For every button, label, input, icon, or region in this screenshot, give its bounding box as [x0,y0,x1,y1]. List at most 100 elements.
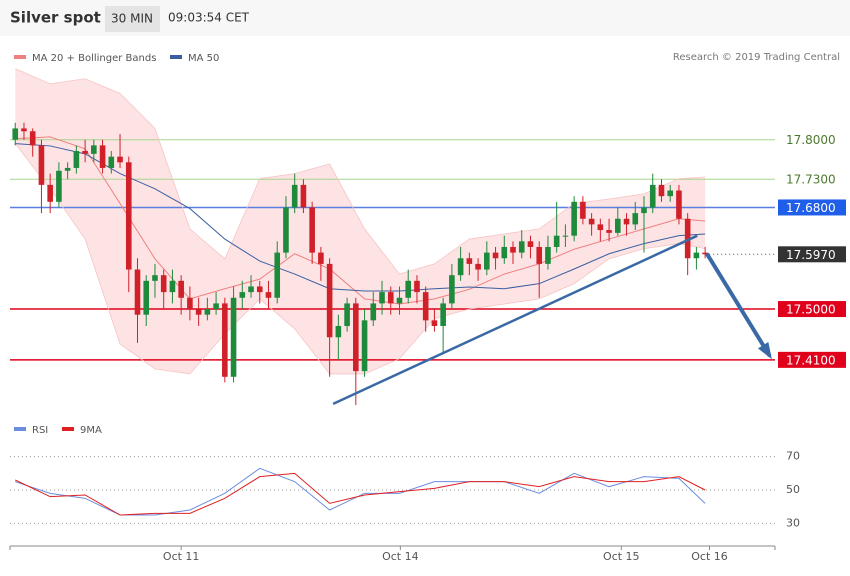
level-label: 17.7300 [786,173,836,187]
credit: Research © 2019 Trading Central [673,52,840,63]
candle-body [676,190,682,219]
rsi-line [15,467,706,516]
candle-body [152,275,158,281]
time: 09:03:54 CET [168,11,250,25]
candle-body [553,235,560,247]
forecast-arrow [705,252,772,357]
candle-body [187,297,193,310]
candle-body [545,246,551,264]
candle-body [623,218,630,225]
legend-label: RSI [32,425,48,436]
candle-body [64,167,71,171]
y-tick-label: 30 [786,516,800,529]
candle-body [204,309,211,315]
level-label: 17.5970 [786,248,836,262]
candle-body [501,246,508,259]
candle-body [449,275,455,304]
candle-body [143,280,150,315]
candle-body [431,320,438,326]
candle-body [588,218,595,225]
candle-body [222,303,228,377]
candle-body [56,170,62,202]
candle-body [492,252,499,259]
candle-body [326,263,333,338]
candle-body [91,145,97,154]
candle-body [562,235,569,237]
x-tick-label: Oct 15 [603,550,640,563]
candle-body [291,184,298,208]
band-upper [15,68,706,275]
candle-body [169,280,176,293]
candle-body [318,252,324,264]
rsi-line [15,472,706,516]
candle-body [239,292,246,298]
candle-body [440,303,446,326]
level-label: 17.6800 [786,201,836,215]
candle-body [195,309,202,315]
level-box [778,351,846,368]
level-label: 17.8000 [786,133,836,147]
candle-body [396,297,403,304]
candle-body [134,269,141,315]
candle-body [580,201,586,219]
candle-body [571,201,577,236]
candle-body [475,263,481,270]
candle-body [466,258,473,264]
candle-body [484,252,490,270]
candle-body [536,246,543,264]
legend-swatch [14,427,26,431]
candle-body [47,184,53,202]
candle-body [108,156,115,168]
moving-average [15,136,706,305]
x-tick-label: Oct 11 [163,550,200,563]
candle-body [125,162,132,270]
candle-body [99,145,106,168]
candle-body [38,145,45,185]
candle-body [29,131,36,146]
candle-body [370,303,377,321]
moving-average [15,143,706,292]
level-label: 17.4100 [786,353,836,367]
candle-body [178,280,184,298]
legend-label: MA 20 + Bollinger Bands [32,53,156,64]
candle-body [379,292,385,304]
candle-body [667,190,674,197]
candle-body [248,286,254,293]
candle-body [606,230,612,233]
candle-body [361,320,368,372]
arrow-head [757,341,772,360]
legend-swatch [170,55,182,59]
candle-body [274,252,281,298]
candle-body [300,184,307,208]
interval[interactable]: 30 MIN [111,12,153,26]
candle-body [414,280,420,293]
candle-body [597,224,604,231]
trendline [332,234,698,406]
y-tick-label: 70 [786,450,800,463]
interval-box[interactable] [105,6,160,32]
candle-body [21,128,27,132]
legend-swatch [14,55,26,59]
candle-body [658,184,665,197]
candle-body [702,252,708,255]
candle-body [256,286,263,293]
candle-body [632,213,639,225]
candle-body [73,151,80,168]
candle-body [527,241,534,247]
legend-label: 9MA [80,425,102,436]
candle-body [693,252,700,259]
x-tick-label: Oct 14 [382,550,419,563]
candle-body [12,128,19,140]
candle-body [213,303,219,310]
candle-body [283,207,289,253]
level-box [778,199,846,216]
y-tick-label: 50 [786,483,800,496]
candle-body [457,258,464,276]
candle-body [335,325,342,338]
candle-body [684,218,691,259]
candle-body [615,218,621,233]
candle-body [510,246,516,253]
level-box [778,246,846,263]
candle-body [405,280,412,298]
